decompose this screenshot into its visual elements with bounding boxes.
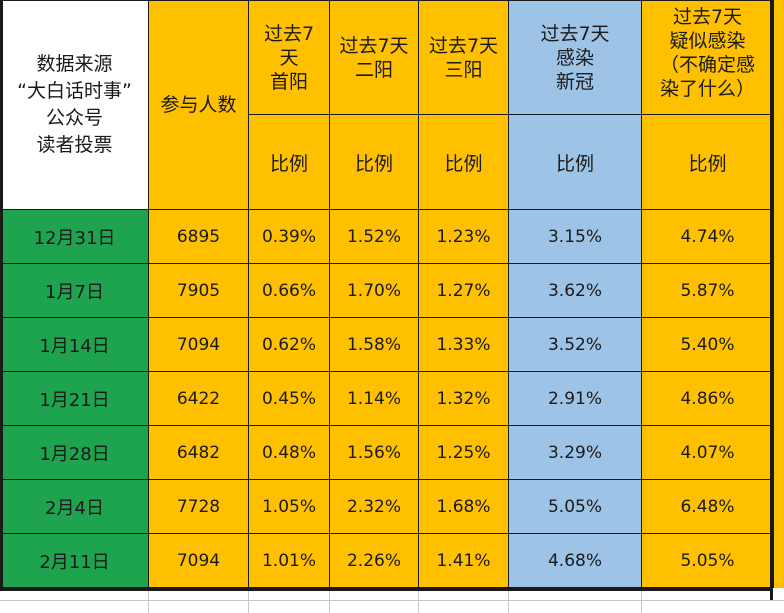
- participants-cell: 6482: [148, 425, 249, 480]
- date-cell: 1月14日: [0, 317, 149, 372]
- frame-bottom: [0, 588, 773, 591]
- first-positive-cell: 0.48%: [248, 425, 330, 480]
- participants-cell: 7094: [148, 317, 249, 372]
- third-positive-cell: 1.25%: [418, 425, 509, 480]
- ratio-label: 比例: [641, 114, 774, 210]
- infected-header: 过去7天 感染 新冠: [508, 0, 642, 115]
- empty-row-gridline: [641, 591, 642, 613]
- infected-cell: 3.62%: [508, 263, 642, 318]
- date-cell: 1月21日: [0, 371, 149, 426]
- participants-header: 参与人数: [148, 0, 249, 210]
- empty-row-gridline: [0, 600, 784, 601]
- infected-cell: 2.91%: [508, 371, 642, 426]
- participants-cell: 7905: [148, 263, 249, 318]
- frame-right: [770, 0, 773, 600]
- second-positive-cell: 1.14%: [329, 371, 419, 426]
- empty-row-gridline: [508, 591, 509, 613]
- first-positive-cell: 0.66%: [248, 263, 330, 318]
- third-positive-cell: 1.41%: [418, 533, 509, 588]
- ratio-label: 比例: [329, 114, 419, 210]
- empty-row-gridline: [418, 591, 419, 613]
- first-positive-header: 过去7 天 首阳: [248, 0, 330, 115]
- second-positive-cell: 2.32%: [329, 479, 419, 534]
- second-positive-cell: 1.56%: [329, 425, 419, 480]
- second-positive-cell: 1.52%: [329, 209, 419, 264]
- suspected-cell: 4.07%: [641, 425, 774, 480]
- date-cell: 12月31日: [0, 209, 149, 264]
- infected-cell: 3.52%: [508, 317, 642, 372]
- table-row: 1月7日 7905 0.66% 1.70% 1.27% 3.62% 5.87%: [0, 263, 774, 318]
- ratio-label: 比例: [508, 114, 642, 210]
- source-line: 公众号: [45, 107, 103, 129]
- table-row: 1月21日 6422 0.45% 1.14% 1.32% 2.91% 4.86%: [0, 371, 774, 426]
- date-cell: 1月28日: [0, 425, 149, 480]
- date-cell: 2月11日: [0, 533, 149, 588]
- participants-cell: 7728: [148, 479, 249, 534]
- empty-row-gridline: [329, 591, 330, 613]
- suspected-cell: 4.74%: [641, 209, 774, 264]
- first-positive-cell: 1.05%: [248, 479, 330, 534]
- second-positive-cell: 1.58%: [329, 317, 419, 372]
- source-line: 读者投票: [36, 134, 113, 156]
- source-line: 数据来源: [36, 53, 113, 75]
- first-positive-cell: 1.01%: [248, 533, 330, 588]
- suspected-cell: 5.87%: [641, 263, 774, 318]
- first-positive-cell: 0.62%: [248, 317, 330, 372]
- source-line: “大白话时事”: [17, 80, 132, 102]
- suspected-cell: 5.05%: [641, 533, 774, 588]
- survey-table: 数据来源 “大白话时事” 公众号 读者投票 参与人数 过去7 天 首阳 过去7天…: [0, 0, 774, 588]
- suspected-cell: 6.48%: [641, 479, 774, 534]
- third-positive-header: 过去7天 三阳: [418, 0, 509, 115]
- second-positive-header: 过去7天 二阳: [329, 0, 419, 115]
- suspected-header: 过去7天 疑似感染 （不确定感 染了什么）: [641, 0, 774, 115]
- next-column-strip: [773, 0, 784, 588]
- suspected-cell: 4.86%: [641, 371, 774, 426]
- table-row: 12月31日 6895 0.39% 1.52% 1.23% 3.15% 4.74…: [0, 209, 774, 264]
- participants-cell: 6895: [148, 209, 249, 264]
- date-cell: 2月4日: [0, 479, 149, 534]
- infected-cell: 4.68%: [508, 533, 642, 588]
- table-row: 1月14日 7094 0.62% 1.58% 1.33% 3.52% 5.40%: [0, 317, 774, 372]
- third-positive-cell: 1.27%: [418, 263, 509, 318]
- frame-left: [0, 0, 3, 590]
- empty-row-gridline: [148, 591, 149, 613]
- infected-cell: 5.05%: [508, 479, 642, 534]
- participants-cell: 7094: [148, 533, 249, 588]
- second-positive-cell: 2.26%: [329, 533, 419, 588]
- table-row: 2月11日 7094 1.01% 2.26% 1.41% 4.68% 5.05%: [0, 533, 774, 588]
- first-positive-cell: 0.45%: [248, 371, 330, 426]
- table-row: 1月28日 6482 0.48% 1.56% 1.25% 3.29% 4.07%: [0, 425, 774, 480]
- empty-row-gridline: [248, 591, 249, 613]
- third-positive-cell: 1.33%: [418, 317, 509, 372]
- third-positive-cell: 1.23%: [418, 209, 509, 264]
- participants-cell: 6422: [148, 371, 249, 426]
- second-positive-cell: 1.70%: [329, 263, 419, 318]
- date-cell: 1月7日: [0, 263, 149, 318]
- source-cell: 数据来源 “大白话时事” 公众号 读者投票: [0, 0, 149, 210]
- table-row: 2月4日 7728 1.05% 2.32% 1.68% 5.05% 6.48%: [0, 479, 774, 534]
- first-positive-cell: 0.39%: [248, 209, 330, 264]
- infected-cell: 3.29%: [508, 425, 642, 480]
- ratio-label: 比例: [248, 114, 330, 210]
- infected-cell: 3.15%: [508, 209, 642, 264]
- suspected-cell: 5.40%: [641, 317, 774, 372]
- third-positive-cell: 1.68%: [418, 479, 509, 534]
- third-positive-cell: 1.32%: [418, 371, 509, 426]
- ratio-label: 比例: [418, 114, 509, 210]
